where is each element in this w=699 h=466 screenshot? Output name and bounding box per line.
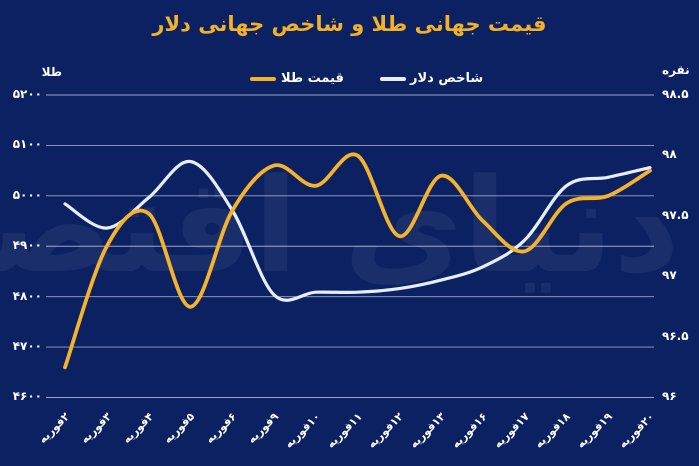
gold-legend-label: قیمت طلا [281, 71, 344, 86]
gridlines [46, 94, 654, 398]
y-right-tick: ۹۸.۵ [662, 87, 689, 101]
y-right-tick: ۹۸ [662, 147, 677, 161]
y-right-tick: ۹۶ [662, 389, 677, 403]
chart-title: قیمت جهانی طلا و شاخص جهانی دلار [152, 12, 547, 36]
dollar-legend-label: شاخص دلار [410, 71, 484, 86]
y-left-tick: ۴۷۰۰ [12, 339, 42, 353]
dollar-index-line [63, 159, 652, 302]
y-left-tick: ۵۱۰۰ [12, 137, 42, 151]
y-left-tick: ۵۲۰۰ [12, 87, 42, 101]
y-left-tick: ۴۹۰۰ [12, 238, 42, 252]
right-axis-title: نقره [662, 63, 690, 77]
gold-price-line [63, 152, 652, 370]
y-right-tick: ۹۶.۵ [662, 329, 689, 343]
y-left-tick: ۴۸۰۰ [12, 289, 42, 303]
dollar-legend-swatch [380, 77, 406, 81]
y-left-tick: ۵۰۰۰ [12, 188, 42, 202]
y-right-tick: ۹۷.۵ [662, 208, 689, 222]
left-axis-title: طلا [41, 65, 62, 79]
y-right-tick: ۹۷ [662, 268, 677, 282]
y-left-tick: ۴۶۰۰ [12, 389, 42, 403]
gold-legend-swatch [250, 77, 276, 81]
